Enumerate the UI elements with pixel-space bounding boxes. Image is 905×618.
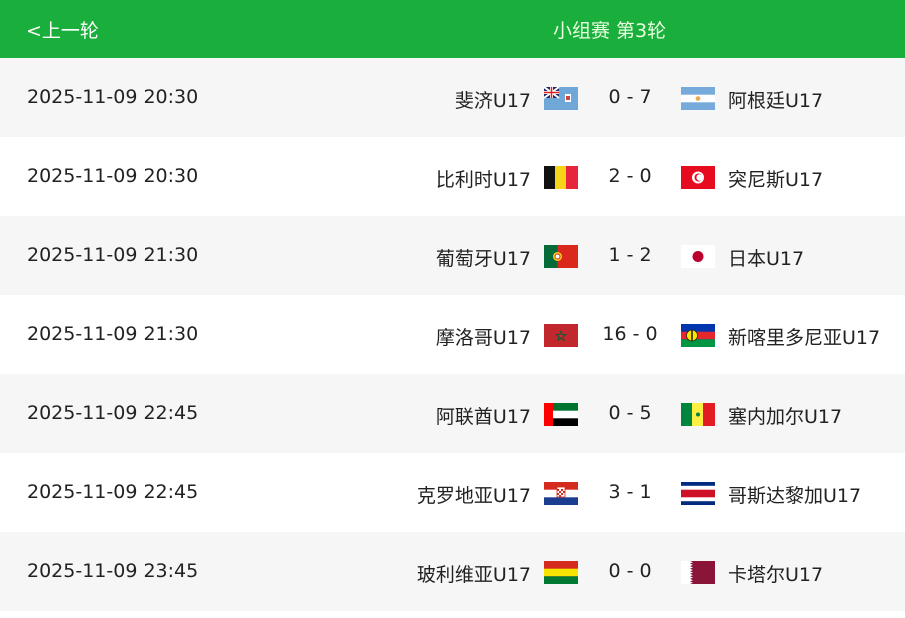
bolivia-flag-icon [544, 561, 578, 584]
match-score: 0 - 7 [608, 86, 652, 108]
match-time: 2025-11-09 20:30 [27, 86, 199, 108]
match-time: 2025-11-09 23:45 [27, 560, 199, 582]
match-row[interactable]: 2025-11-09 20:30 斐济U17 0 - 7 阿根廷U17 [0, 58, 905, 137]
away-team-name: 哥斯达黎加U17 [728, 485, 862, 507]
home-team-name: 摩洛哥U17 [435, 327, 531, 349]
home-team-name: 比利时U17 [435, 169, 531, 191]
match-score: 0 - 5 [608, 402, 652, 424]
away-team-name: 阿根廷U17 [728, 90, 824, 112]
new-caledonia-flag-icon [681, 324, 715, 347]
match-row[interactable]: 2025-11-09 20:30 比利时U17 2 - 0 突尼斯U17 [0, 137, 905, 216]
match-row[interactable]: 2025-11-09 21:30 葡萄牙U17 1 - 2 日本U17 [0, 216, 905, 295]
croatia-flag-icon [544, 482, 578, 505]
match-score: 1 - 2 [608, 244, 652, 266]
home-team-name: 阿联酋U17 [435, 406, 531, 428]
senegal-flag-icon [681, 403, 715, 426]
match-row[interactable]: 2025-11-09 22:45 克罗地亚U17 3 - 1 哥斯达黎加U17 [0, 453, 905, 532]
match-score: 3 - 1 [608, 481, 652, 503]
away-team-name: 突尼斯U17 [728, 169, 824, 191]
morocco-flag-icon [544, 324, 578, 347]
fiji-flag-icon [544, 87, 578, 110]
japan-flag-icon [681, 245, 715, 268]
match-row[interactable]: 2025-11-09 21:30 摩洛哥U17 16 - 0 新喀里多尼亚U17 [0, 295, 905, 374]
match-list: 2025-11-09 20:30 斐济U17 0 - 7 阿根廷U17 2025-… [0, 58, 905, 611]
match-time: 2025-11-09 22:45 [27, 481, 199, 503]
match-row[interactable]: 2025-11-09 23:45 玻利维亚U17 0 - 0 卡塔尔U17 [0, 532, 905, 611]
match-score: 0 - 0 [608, 560, 652, 582]
home-team-name: 克罗地亚U17 [416, 485, 531, 507]
round-header: <上一轮 小组赛 第3轮 [0, 0, 905, 58]
away-team-name: 新喀里多尼亚U17 [728, 327, 881, 349]
match-row[interactable]: 2025-11-09 22:45 阿联酋U17 0 - 5 塞内加尔U17 [0, 374, 905, 453]
away-team-name: 日本U17 [728, 248, 805, 270]
round-title: 小组赛 第3轮 [553, 20, 667, 42]
away-team-name: 卡塔尔U17 [728, 564, 824, 586]
home-team-name: 玻利维亚U17 [416, 564, 531, 586]
match-score: 16 - 0 [602, 323, 658, 345]
costa-rica-flag-icon [681, 482, 715, 505]
portugal-flag-icon [544, 245, 578, 268]
match-score: 2 - 0 [608, 165, 652, 187]
match-time: 2025-11-09 21:30 [27, 323, 199, 345]
belgium-flag-icon [544, 166, 578, 189]
home-team-name: 葡萄牙U17 [435, 248, 531, 270]
away-team-name: 塞内加尔U17 [728, 406, 843, 428]
match-time: 2025-11-09 21:30 [27, 244, 199, 266]
previous-round-link[interactable]: <上一轮 [26, 20, 99, 42]
uae-flag-icon [544, 403, 578, 426]
tunisia-flag-icon [681, 166, 715, 189]
match-time: 2025-11-09 22:45 [27, 402, 199, 424]
match-time: 2025-11-09 20:30 [27, 165, 199, 187]
qatar-flag-icon [681, 561, 715, 584]
argentina-flag-icon [681, 87, 715, 110]
home-team-name: 斐济U17 [454, 90, 531, 112]
